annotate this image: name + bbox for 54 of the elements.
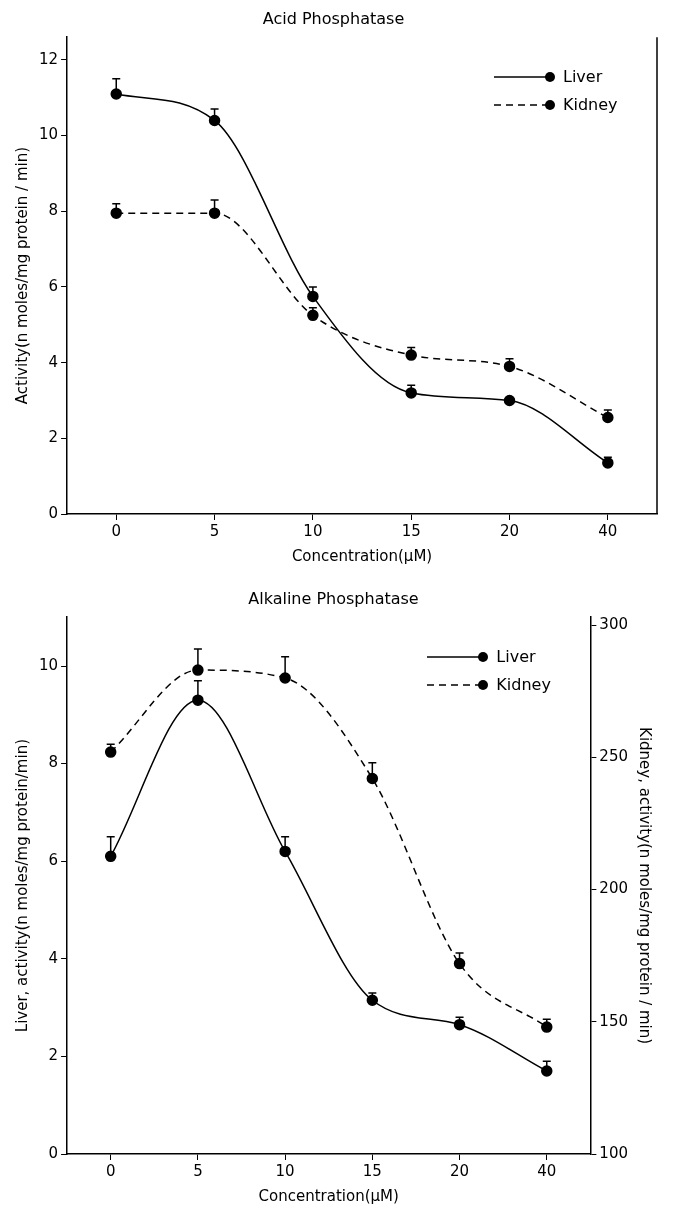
y2-tick-label: 300 — [599, 615, 629, 634]
point — [366, 772, 379, 785]
point — [104, 850, 117, 863]
point — [208, 207, 221, 219]
y-tick-label: 0 — [48, 503, 59, 522]
y-tick-label: 2 — [48, 1046, 59, 1065]
x-tick-label: 0 — [111, 521, 122, 540]
y-tick-label: 6 — [48, 851, 59, 870]
point — [453, 957, 466, 970]
legend-label: Kidney — [496, 674, 551, 697]
x-tick-label: 40 — [598, 521, 618, 540]
legend-label: Liver — [563, 66, 603, 89]
point — [453, 1018, 466, 1031]
x-tick-label: 20 — [450, 1161, 470, 1180]
y2-tick-label: 200 — [599, 879, 629, 898]
y-tick-label: 8 — [48, 201, 59, 220]
point — [602, 411, 614, 424]
x-tick-label: 5 — [209, 521, 220, 540]
y-axis-title: Activity(n moles/mg protein / min) — [12, 146, 31, 405]
y-tick-label: 2 — [48, 428, 59, 447]
point — [307, 290, 319, 303]
x-tick-label: 40 — [537, 1161, 557, 1180]
x-tick-label: 15 — [401, 521, 421, 540]
x-axis-title: Concentration(μM) — [258, 1186, 399, 1205]
point — [208, 114, 221, 127]
y-tick-label: 0 — [48, 1143, 59, 1162]
point — [307, 309, 319, 322]
point — [503, 360, 516, 373]
y-tick-label: 12 — [38, 49, 59, 68]
x-axis-title: Concentration(μM) — [291, 546, 433, 565]
y-tick-label: 4 — [48, 352, 59, 371]
x-tick-label: 15 — [362, 1161, 382, 1180]
x-tick-label: 5 — [193, 1161, 203, 1180]
x-tick-label: 10 — [303, 521, 323, 540]
y-axis-title: Liver, activity(n moles/mg protein/min) — [12, 738, 31, 1033]
point — [503, 394, 516, 407]
y2-tick-label: 100 — [599, 1143, 629, 1162]
legend-label: Liver — [496, 646, 536, 669]
y-tick-label: 4 — [48, 948, 59, 967]
point — [104, 746, 117, 758]
y-tick-label: 6 — [48, 276, 59, 295]
y-tick-label: 8 — [48, 753, 59, 772]
y2-axis-title: Kidney, activity(n moles/mg protein / min) — [636, 727, 655, 1045]
point — [366, 994, 379, 1007]
chart-title: Alkaline Phosphatase — [248, 588, 419, 608]
y2-tick-label: 250 — [599, 747, 629, 766]
x-tick-label: 10 — [275, 1161, 295, 1180]
y-tick-label: 10 — [38, 125, 59, 144]
legend-label: Kidney — [563, 94, 618, 117]
x-tick-label: 20 — [499, 521, 520, 540]
y2-tick-label: 150 — [599, 1011, 629, 1030]
y-tick-label: 10 — [38, 655, 59, 674]
chart-title: Acid Phosphatase — [262, 8, 405, 28]
x-tick-label: 0 — [105, 1161, 116, 1180]
